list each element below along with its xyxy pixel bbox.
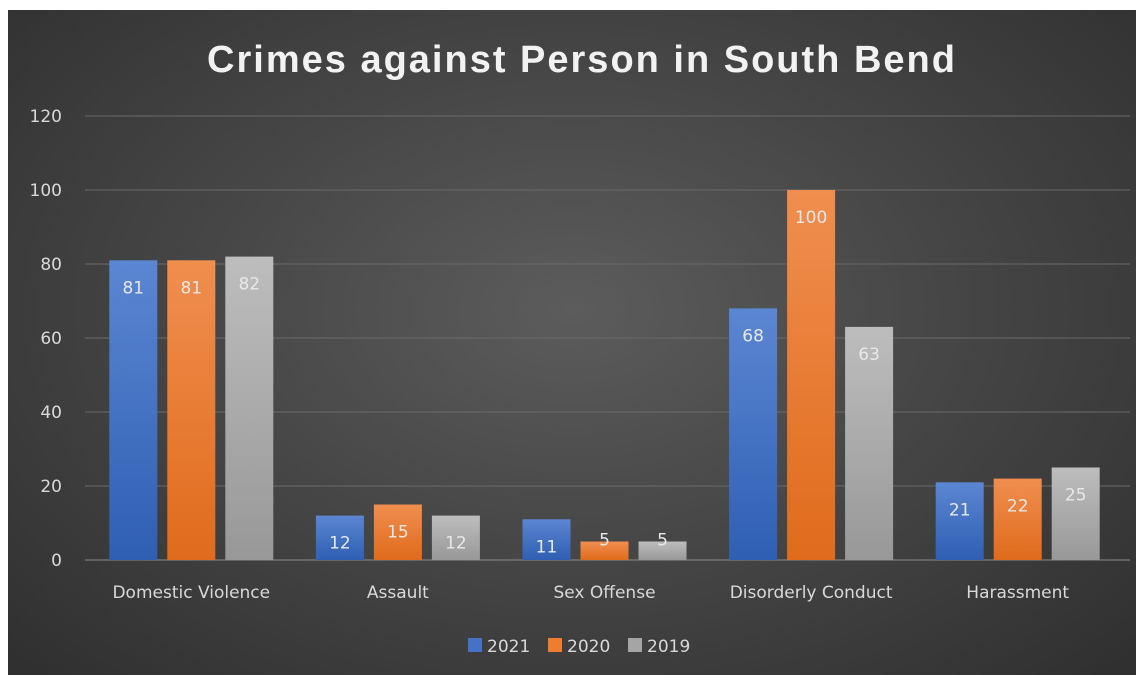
legend-swatch [628, 638, 642, 652]
bar-2021 [729, 308, 778, 560]
x-tick-label: Assault [367, 583, 429, 603]
y-tick-label: 20 [40, 477, 62, 497]
x-tick-label: Sex Offense [553, 583, 655, 603]
y-tick-label: 100 [30, 181, 62, 201]
bars [109, 190, 1100, 560]
data-label: 82 [238, 275, 260, 295]
bar-2019 [431, 515, 480, 560]
data-label: 21 [949, 500, 971, 520]
bar-2020 [373, 504, 422, 560]
x-axis-labels: Domestic Violence Assault Sex Offense Disor… [112, 583, 1069, 603]
legend-label: 2020 [567, 637, 610, 657]
bar-2021 [522, 519, 571, 560]
data-label: 5 [599, 531, 610, 551]
x-tick-label: Disorderly Conduct [730, 583, 893, 603]
legend: 2021 2020 2019 [468, 637, 690, 657]
y-tick-label: 80 [40, 255, 62, 275]
data-labels: 81 81 82 12 15 12 11 5 5 68 100 63 21 22 25 [122, 208, 1086, 557]
data-label: 11 [536, 537, 558, 557]
data-label: 5 [657, 531, 668, 551]
y-tick-label: 120 [30, 107, 62, 127]
bar-2019 [1051, 467, 1100, 560]
data-label: 22 [1007, 497, 1029, 517]
data-label: 81 [122, 278, 144, 298]
bar-2019 [225, 256, 274, 560]
legend-label: 2019 [647, 637, 690, 657]
bar-2019 [845, 326, 894, 560]
legend-label: 2021 [487, 637, 530, 657]
data-label: 81 [180, 278, 202, 298]
data-label: 25 [1065, 486, 1087, 506]
data-label: 12 [329, 534, 351, 554]
bar-2021 [935, 482, 984, 560]
chart-title: Crimes against Person in South Bend [207, 39, 957, 81]
bar-2021 [315, 515, 364, 560]
data-label: 63 [858, 345, 880, 365]
legend-swatch [468, 638, 482, 652]
legend-swatch [548, 638, 562, 652]
y-axis-ticks: 0 20 40 60 80 100 120 [30, 107, 62, 571]
x-tick-label: Harassment [966, 583, 1069, 603]
data-label: 12 [445, 534, 467, 554]
data-label: 100 [795, 208, 827, 228]
y-tick-label: 60 [40, 329, 62, 349]
bar-2020 [993, 478, 1042, 560]
y-tick-label: 40 [40, 403, 62, 423]
data-label: 68 [742, 326, 764, 346]
y-tick-label: 0 [51, 551, 62, 571]
bar-2021 [109, 260, 158, 560]
bar-2019 [638, 541, 687, 560]
bar-2020 [787, 190, 836, 560]
data-label: 15 [387, 523, 409, 543]
bar-2020 [167, 260, 216, 560]
x-tick-label: Domestic Violence [112, 583, 270, 603]
bar-2020 [580, 541, 629, 560]
